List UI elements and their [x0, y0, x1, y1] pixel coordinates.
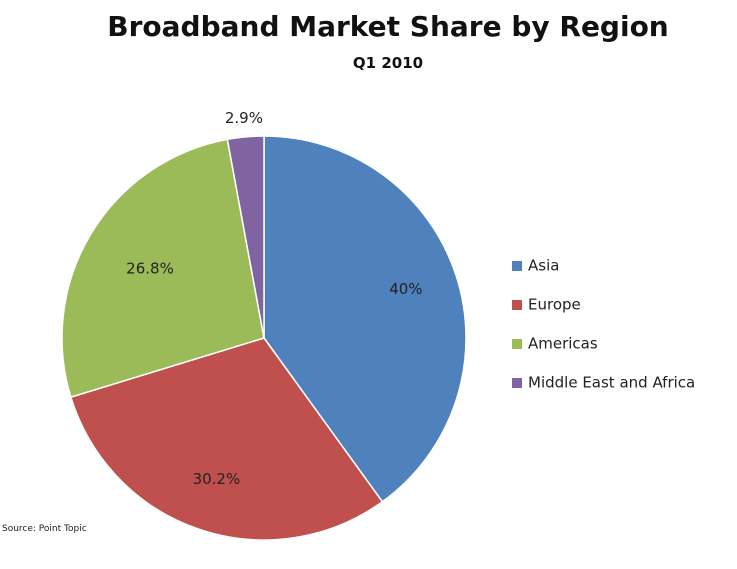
legend-swatch-middle-east-and-africa: [512, 378, 522, 388]
legend-swatch-europe: [512, 300, 522, 310]
chart-title: Broadband Market Share by Region: [107, 10, 669, 43]
slice-europe: [69, 337, 384, 541]
legend-swatch-americas: [512, 339, 522, 349]
pie-slices: [61, 135, 467, 541]
data-label-europe: 30.2%: [193, 470, 241, 488]
legend: Asia Europe Americas Middle East and Africa: [512, 257, 695, 392]
legend-label-asia: Asia: [528, 257, 559, 275]
slice-americas: [61, 138, 265, 399]
source-note: Source: Point Topic: [2, 524, 87, 534]
legend-label-americas: Americas: [528, 335, 598, 353]
slice-middle-east-and-africa: [226, 135, 265, 339]
slice-asia: [263, 135, 467, 503]
data-label-americas: 26.8%: [126, 259, 174, 277]
pie-data-labels: 40% 30.2% 26.8% 2.9%: [126, 109, 422, 488]
data-label-asia: 40%: [389, 280, 422, 298]
data-label-middle-east-and-africa: 2.9%: [225, 109, 263, 127]
legend-swatch-asia: [512, 261, 522, 271]
legend-label-europe: Europe: [528, 296, 581, 314]
legend-label-middle-east-and-africa: Middle East and Africa: [528, 374, 695, 392]
chart-subtitle: Q1 2010: [353, 54, 423, 72]
